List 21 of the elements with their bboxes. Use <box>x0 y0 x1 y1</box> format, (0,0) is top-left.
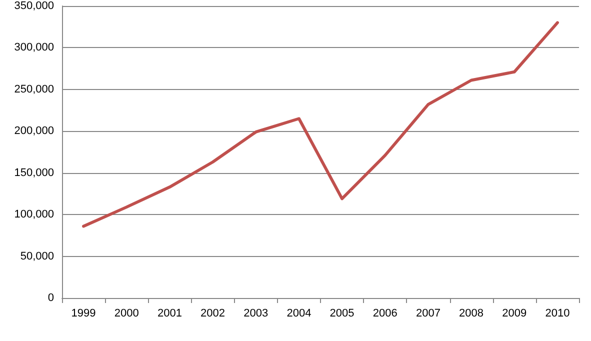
x-tick-label: 2006 <box>372 308 398 320</box>
x-tick-label: 2004 <box>286 308 312 320</box>
y-tick-label: 150,000 <box>14 166 54 179</box>
x-tick-label: 2005 <box>330 308 354 320</box>
y-tick-label: 100,000 <box>14 208 54 221</box>
y-tick-label: 250,000 <box>14 83 54 96</box>
x-tick-label: 1999 <box>71 308 96 320</box>
y-tick-label: 300,000 <box>14 42 54 54</box>
x-tick-label: 2002 <box>200 308 226 320</box>
x-tick-label: 2007 <box>416 308 440 320</box>
y-tick-label: 350,000 <box>14 0 54 12</box>
x-tick-label: 2001 <box>157 308 182 320</box>
y-tick-label: 50,000 <box>20 250 54 262</box>
x-tick-label: 2003 <box>244 308 268 320</box>
line-series <box>82 21 559 228</box>
y-tick-label: 200,000 <box>14 125 54 138</box>
x-tick-label: 2009 <box>502 308 527 320</box>
x-tick-label: 2008 <box>459 308 484 320</box>
x-tick-label: 2000 <box>114 308 139 320</box>
x-tick-label: 2010 <box>545 308 570 320</box>
y-tick-label: 0 <box>48 292 54 304</box>
